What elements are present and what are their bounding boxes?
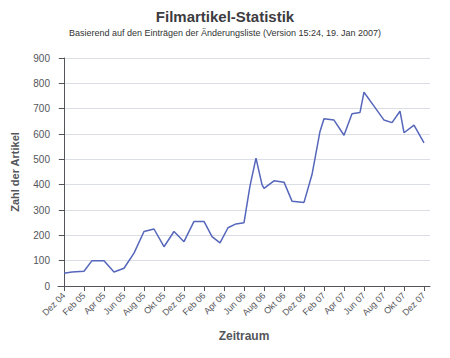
svg-text:Aug 05: Aug 05 — [120, 290, 147, 317]
svg-text:Okt 06: Okt 06 — [261, 290, 288, 317]
svg-text:300: 300 — [33, 205, 50, 216]
svg-text:Basierend auf den Einträgen de: Basierend auf den Einträgen der Änderung… — [69, 28, 381, 38]
svg-text:Apr 05: Apr 05 — [81, 290, 108, 317]
svg-text:900: 900 — [33, 53, 50, 64]
svg-text:600: 600 — [33, 129, 50, 140]
svg-text:Dez 07: Dez 07 — [400, 290, 427, 317]
svg-text:Filmartikel-Statistik: Filmartikel-Statistik — [156, 8, 295, 25]
svg-text:Dez 04: Dez 04 — [40, 290, 68, 318]
svg-text:Apr 06: Apr 06 — [201, 290, 228, 317]
svg-text:Zeitraum: Zeitraum — [219, 329, 270, 343]
svg-text:0: 0 — [44, 281, 50, 292]
svg-text:100: 100 — [33, 255, 50, 266]
svg-text:700: 700 — [33, 103, 50, 114]
svg-text:Apr 07: Apr 07 — [321, 290, 348, 317]
svg-text:200: 200 — [33, 230, 50, 241]
svg-text:Jun 07: Jun 07 — [341, 290, 368, 317]
svg-text:Jun 05: Jun 05 — [101, 290, 128, 317]
svg-text:500: 500 — [33, 154, 50, 165]
svg-text:Zahl der Artikel: Zahl der Artikel — [9, 132, 21, 212]
svg-text:Feb 07: Feb 07 — [301, 290, 328, 317]
svg-text:Dez 05: Dez 05 — [160, 290, 188, 318]
svg-text:Feb 05: Feb 05 — [61, 290, 88, 317]
svg-text:800: 800 — [33, 78, 50, 89]
svg-text:Okt 05: Okt 05 — [141, 290, 168, 317]
svg-text:400: 400 — [33, 179, 50, 190]
svg-text:Aug 06: Aug 06 — [240, 290, 267, 317]
svg-text:Dez 06: Dez 06 — [280, 290, 308, 318]
svg-text:Jun 06: Jun 06 — [221, 290, 248, 317]
svg-text:Feb 06: Feb 06 — [181, 290, 208, 317]
svg-text:Aug 07: Aug 07 — [360, 290, 387, 317]
svg-text:Okt 07: Okt 07 — [381, 290, 408, 317]
